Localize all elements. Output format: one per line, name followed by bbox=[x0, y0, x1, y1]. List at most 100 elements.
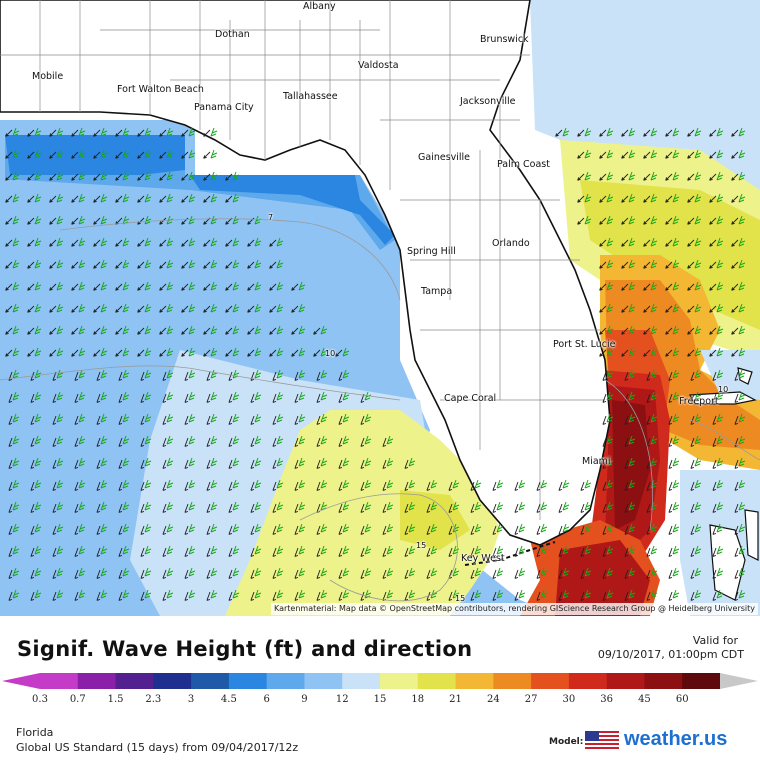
wind-barb bbox=[34, 435, 42, 445]
wind-barb bbox=[122, 325, 130, 335]
wind-barb bbox=[188, 193, 196, 203]
wave-direction-arrow bbox=[470, 547, 475, 557]
wind-barb bbox=[12, 281, 20, 291]
wave-direction-arrow bbox=[577, 173, 585, 181]
wind-barb bbox=[298, 545, 306, 555]
wind-barb bbox=[562, 589, 570, 599]
wave-direction-arrow bbox=[709, 261, 717, 269]
wave-direction-arrow bbox=[291, 349, 299, 357]
wave-direction-arrow bbox=[294, 459, 299, 469]
wind-barb bbox=[628, 303, 636, 313]
wind-barb bbox=[100, 435, 108, 445]
wave-direction-arrow bbox=[137, 173, 145, 181]
wind-barb bbox=[56, 347, 64, 357]
wind-barb bbox=[12, 391, 20, 401]
wave-direction-arrow bbox=[162, 437, 167, 447]
wind-barb bbox=[166, 501, 174, 511]
wave-direction-arrow bbox=[52, 393, 57, 403]
wave-direction-arrow bbox=[27, 195, 35, 203]
wind-barb bbox=[628, 413, 636, 423]
wave-direction-arrow bbox=[712, 503, 717, 513]
wave-direction-arrow bbox=[203, 195, 211, 203]
wave-direction-arrow bbox=[668, 569, 673, 579]
wind-barb bbox=[276, 259, 284, 269]
colorbar-min-arrow bbox=[2, 673, 40, 689]
wave-direction-arrow bbox=[118, 591, 123, 601]
colorbar-tick-label: 21 bbox=[449, 694, 462, 705]
wave-direction-arrow bbox=[137, 327, 145, 335]
wind-barb bbox=[650, 171, 658, 181]
wave-direction-arrow bbox=[225, 239, 233, 247]
wave-direction-arrow bbox=[225, 261, 233, 269]
weather-us-logo[interactable]: weather.us bbox=[624, 728, 728, 750]
wind-barb bbox=[628, 545, 636, 555]
wind-barb bbox=[496, 589, 504, 599]
wave-direction-arrow bbox=[709, 173, 717, 181]
wind-barb bbox=[716, 523, 724, 533]
wind-barb bbox=[738, 149, 746, 159]
wave-direction-arrow bbox=[137, 195, 145, 203]
wave-direction-arrow bbox=[181, 261, 189, 269]
wind-barb bbox=[78, 127, 86, 137]
wind-barb bbox=[144, 567, 152, 577]
wind-barb bbox=[34, 523, 42, 533]
wave-direction-arrow bbox=[250, 525, 255, 535]
wind-barb bbox=[672, 259, 680, 269]
wave-direction-arrow bbox=[140, 481, 145, 491]
wave-direction-arrow bbox=[294, 371, 299, 381]
wave-direction-arrow bbox=[602, 569, 607, 579]
wind-barb bbox=[188, 435, 196, 445]
wave-direction-arrow bbox=[137, 349, 145, 357]
wind-barb bbox=[210, 545, 218, 555]
wind-barb bbox=[12, 171, 20, 181]
wave-direction-arrow bbox=[52, 437, 57, 447]
wave-direction-arrow bbox=[470, 569, 475, 579]
wind-barb bbox=[540, 479, 548, 489]
wind-barb bbox=[100, 523, 108, 533]
wave-direction-arrow bbox=[338, 591, 343, 601]
wind-barb bbox=[606, 171, 614, 181]
wind-barb bbox=[122, 237, 130, 247]
wind-barb bbox=[518, 501, 526, 511]
wave-direction-arrow bbox=[602, 393, 607, 403]
wave-direction-arrow bbox=[140, 437, 145, 447]
wind-barb bbox=[276, 457, 284, 467]
wave-direction-arrow bbox=[643, 349, 651, 357]
wind-barb bbox=[408, 501, 416, 511]
wave-direction-arrow bbox=[448, 591, 453, 601]
wind-barb bbox=[254, 237, 262, 247]
wind-barb bbox=[232, 567, 240, 577]
wind-barb bbox=[606, 457, 614, 467]
wave-direction-arrow bbox=[492, 591, 497, 601]
wave-direction-arrow bbox=[294, 569, 299, 579]
wave-direction-arrow bbox=[687, 195, 695, 203]
wave-direction-arrow bbox=[338, 371, 343, 381]
wind-barb bbox=[694, 281, 702, 291]
wave-direction-arrow bbox=[382, 525, 387, 535]
wind-barb bbox=[408, 567, 416, 577]
wave-direction-arrow bbox=[8, 503, 13, 513]
wave-direction-arrow bbox=[709, 195, 717, 203]
wave-direction-arrow bbox=[272, 525, 277, 535]
wind-barb bbox=[232, 523, 240, 533]
wave-direction-arrow bbox=[316, 547, 321, 557]
wave-height-map[interactable]: Albany Dothan Brunswick Valdosta Mobile … bbox=[0, 0, 760, 616]
wind-barb bbox=[232, 545, 240, 555]
wave-direction-arrow bbox=[184, 459, 189, 469]
wave-direction-arrow bbox=[360, 481, 365, 491]
wind-barb bbox=[100, 193, 108, 203]
wind-barb bbox=[496, 523, 504, 533]
wave-direction-arrow bbox=[27, 261, 35, 269]
wind-barb bbox=[672, 435, 680, 445]
wind-barb bbox=[650, 435, 658, 445]
wind-barb bbox=[254, 567, 262, 577]
wind-barb bbox=[672, 303, 680, 313]
wave-direction-arrow bbox=[404, 481, 409, 491]
wind-barb bbox=[122, 523, 130, 533]
colorbar-cell bbox=[531, 673, 570, 689]
wind-barb bbox=[210, 347, 218, 357]
wave-direction-arrow bbox=[140, 415, 145, 425]
wind-barb bbox=[562, 523, 570, 533]
wind-barb bbox=[78, 589, 86, 599]
wave-direction-arrow bbox=[8, 591, 13, 601]
